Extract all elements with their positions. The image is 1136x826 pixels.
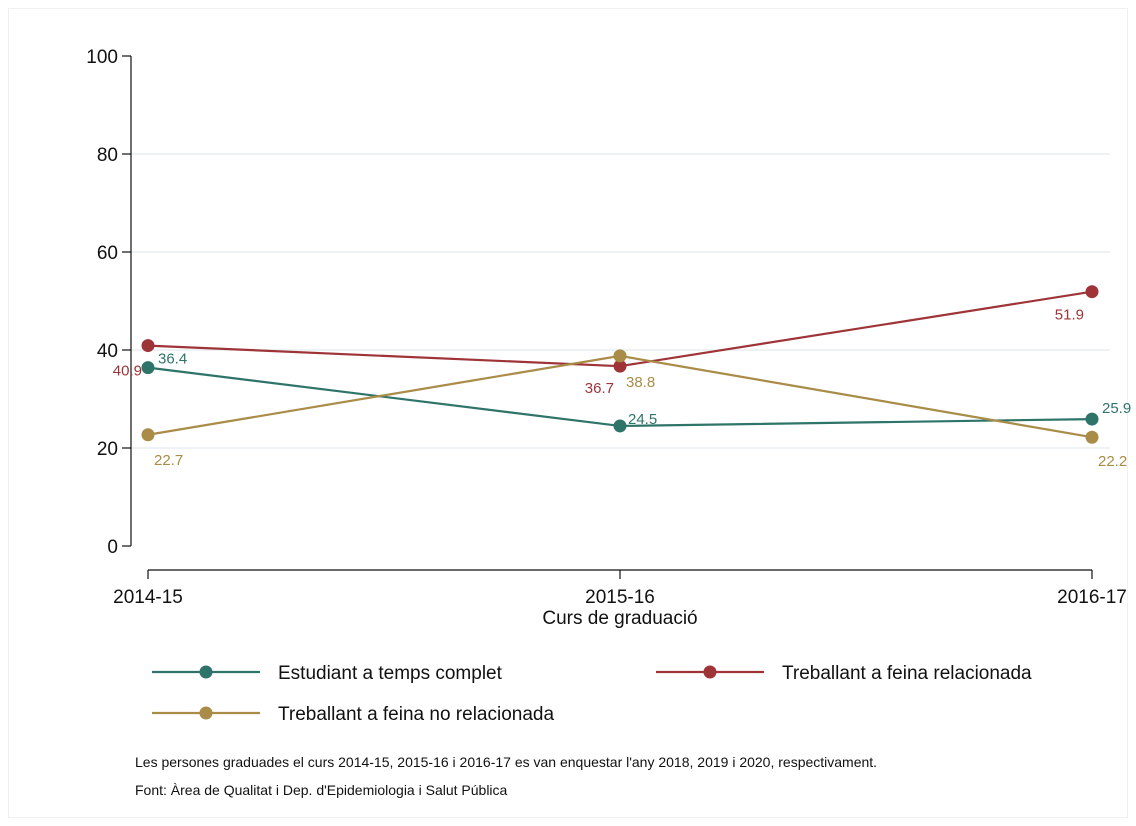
data-label: 36.4 [158, 351, 187, 368]
data-label: 22.7 [154, 452, 183, 469]
data-point [1085, 412, 1099, 426]
x-tick-label: 2016-17 [1057, 587, 1127, 608]
legend-swatch-marker [199, 706, 213, 720]
legend-label: Estudiant a temps complet [278, 663, 503, 684]
legend-label: Treballant a feina no relacionada [278, 704, 554, 725]
y-tick-label: 0 [107, 537, 118, 558]
data-label: 36.7 [585, 380, 614, 397]
data-point [141, 339, 155, 353]
data-label: 38.8 [626, 374, 655, 391]
series-line [147, 366, 1093, 428]
legend-swatch-marker [703, 665, 717, 679]
data-point [613, 359, 627, 373]
data-point [141, 361, 155, 375]
x-tick-label: 2015-16 [585, 587, 655, 608]
footnote-survey: Les persones graduades el curs 2014-15, … [135, 754, 878, 770]
data-label: 25.9 [1102, 400, 1131, 417]
x-axis-label: Curs de graduació [542, 608, 697, 629]
footnote-source: Font: Àrea de Qualitat i Dep. d'Epidemio… [135, 782, 508, 798]
chart-frame [8, 8, 1128, 818]
data-point [613, 419, 627, 433]
data-label: 22.2 [1098, 453, 1127, 470]
data-point [1085, 430, 1099, 444]
data-point [141, 428, 155, 442]
data-point [1085, 285, 1099, 299]
y-tick-label: 80 [97, 145, 118, 166]
y-tick-label: 100 [86, 47, 118, 68]
data-label: 40.9 [113, 363, 142, 380]
x-tick-label: 2014-15 [113, 587, 183, 608]
y-tick-label: 20 [97, 439, 118, 460]
data-point [613, 349, 627, 363]
data-label: 51.9 [1055, 307, 1084, 324]
y-tick-label: 60 [97, 243, 118, 264]
y-tick-label: 40 [97, 341, 118, 362]
legend-swatch-marker [199, 665, 213, 679]
legend-label: Treballant a feina relacionada [782, 663, 1032, 684]
data-label: 24.5 [628, 411, 657, 428]
